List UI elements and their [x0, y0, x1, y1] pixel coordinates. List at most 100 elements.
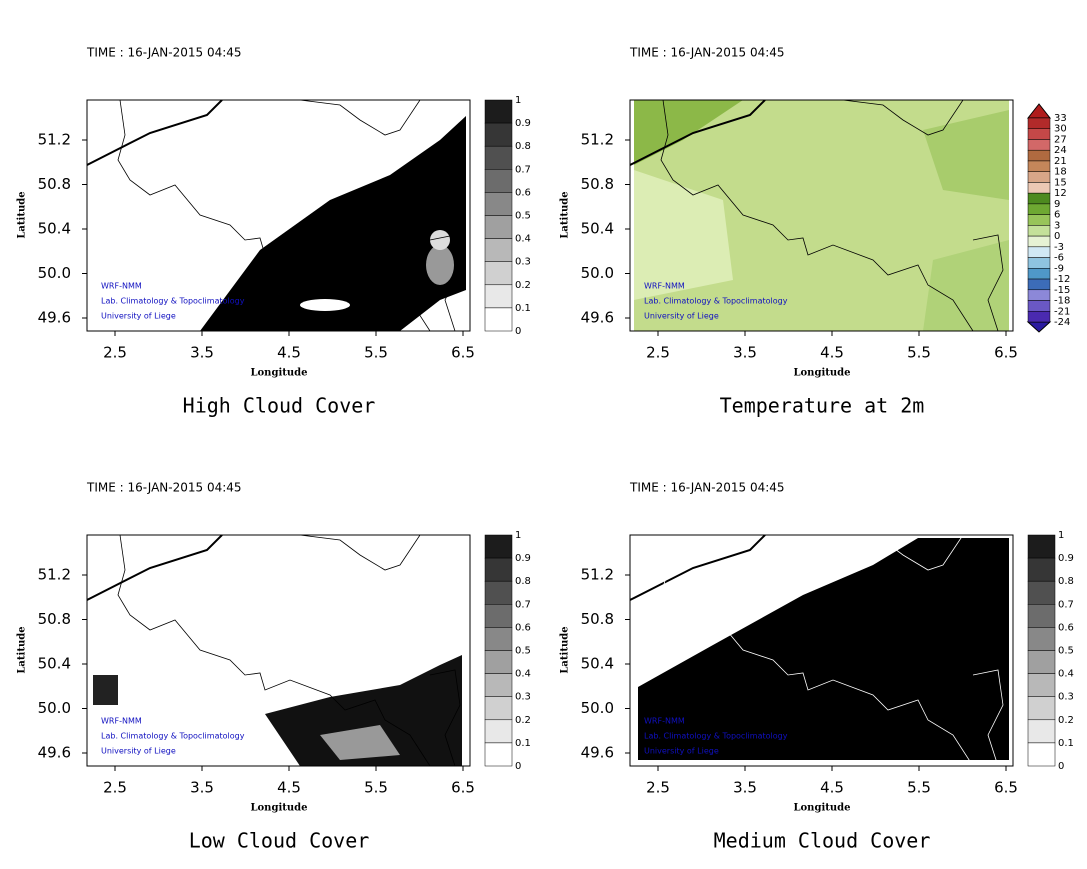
colorbar-box [484, 261, 513, 286]
y-tick-label: 51.2 [38, 566, 71, 584]
panel-title: High Cloud Cover [183, 394, 376, 418]
colorbar-label: 12 [1054, 188, 1067, 199]
credit: WRF-NMM [101, 717, 142, 726]
y-tick-label: 49.6 [38, 744, 71, 762]
temperature-field [923, 240, 1009, 331]
colorbar-box [484, 719, 513, 744]
colorbar-label: 0 [1058, 761, 1064, 772]
y-axis-label: Latitude [560, 191, 571, 238]
colorbar-label: 0.4 [515, 669, 531, 680]
colorbar-label: 21 [1054, 156, 1067, 167]
colorbar-label: 0 [515, 326, 521, 337]
credit: WRF-NMM [644, 282, 685, 291]
colorbar-box [1027, 557, 1056, 582]
colorbar-box [1027, 160, 1051, 172]
colorbar-box [1027, 139, 1051, 151]
credit: WRF-NMM [101, 282, 142, 291]
colorbar-label: 0.6 [515, 187, 531, 198]
colorbar-label: 0.4 [515, 234, 531, 245]
x-axis-label: Longitude [793, 803, 850, 814]
colorbar-box [484, 627, 513, 651]
map [87, 535, 462, 766]
coastline [87, 535, 223, 601]
colorbar-box [484, 742, 513, 767]
coastline [87, 100, 223, 166]
colorbar-label: 15 [1054, 177, 1067, 188]
x-tick-label: 2.5 [103, 344, 127, 362]
plot-frame [86, 534, 471, 767]
y-tick-label: 50.4 [581, 220, 614, 238]
credit: Lab. Climatology & Topoclimatology [644, 297, 788, 306]
credit: University of Liege [644, 312, 719, 321]
cloud-field [93, 675, 118, 705]
x-tick-label: 3.5 [733, 344, 757, 362]
border [660, 535, 974, 766]
x-tick-label: 4.5 [277, 779, 301, 797]
colorbar-label: -24 [1054, 317, 1070, 328]
colorbar-box [1027, 627, 1056, 651]
y-tick-label: 50.4 [38, 655, 71, 673]
colorbar-box [1027, 257, 1051, 269]
colorbar-label: 0.5 [515, 646, 531, 657]
plot-frame [629, 99, 1014, 332]
colorbar-arrow [1026, 321, 1052, 333]
x-tick-label: 2.5 [646, 344, 670, 362]
colorbar-box [1027, 742, 1056, 767]
border [117, 535, 431, 766]
colorbar-label: 0.1 [515, 303, 531, 314]
colorbar-label: 9 [1054, 199, 1060, 210]
y-tick-label: 51.2 [38, 131, 71, 149]
colorbar-label: 18 [1054, 167, 1067, 178]
x-tick-label: 2.5 [103, 779, 127, 797]
colorbar-box [484, 122, 513, 147]
colorbar-box [1027, 300, 1051, 312]
colorbar-box [484, 215, 513, 239]
colorbar-label: 0.1 [1058, 738, 1074, 749]
y-axis-label: Latitude [560, 626, 571, 673]
y-axis-label: Latitude [17, 626, 28, 673]
y-tick-label: 49.6 [581, 744, 614, 762]
colorbar-box [1027, 580, 1056, 605]
colorbar-label: -21 [1054, 306, 1070, 317]
x-tick-label: 5.5 [364, 344, 388, 362]
x-tick-label: 6.5 [451, 344, 475, 362]
map [630, 100, 1009, 331]
colorbar-box [484, 696, 513, 721]
y-tick-label: 49.6 [38, 309, 71, 327]
colorbar-box [1027, 214, 1051, 226]
x-tick-label: 5.5 [364, 779, 388, 797]
credit: Lab. Climatology & Topoclimatology [644, 732, 788, 741]
colorbar-label: 0.7 [515, 164, 531, 175]
colorbar-label: 30 [1054, 124, 1067, 135]
colorbar-box [1027, 235, 1051, 248]
cloud-gap [430, 230, 450, 250]
colorbar-label: 0.7 [515, 599, 531, 610]
border [842, 100, 964, 136]
colorbar-label: 0.6 [1058, 622, 1074, 633]
border [429, 234, 461, 331]
x-axis-label: Longitude [793, 368, 850, 379]
colorbar-box [1027, 534, 1056, 559]
cloud-field [265, 655, 462, 766]
credit: University of Liege [101, 747, 176, 756]
colorbar-label: 0.9 [515, 553, 531, 564]
colorbar-box [1027, 604, 1056, 628]
colorbar-box [1027, 246, 1051, 258]
colorbar-box [1027, 149, 1051, 162]
credit: Lab. Climatology & Topoclimatology [101, 297, 245, 306]
border [842, 535, 964, 571]
colorbar-label: 0.4 [1058, 669, 1074, 680]
map [630, 535, 1009, 766]
cloud-gap [426, 245, 454, 285]
colorbar-box [1027, 289, 1051, 301]
colorbar-label: -12 [1054, 274, 1070, 285]
colorbar-label: -18 [1054, 296, 1070, 307]
credit: WRF-NMM [644, 717, 685, 726]
map [87, 100, 466, 331]
time-label: TIME : 16-JAN-2015 04:45 [629, 481, 785, 495]
colorbar-box [1027, 117, 1051, 129]
colorbar-box [484, 673, 513, 697]
colorbar-box [1027, 171, 1051, 183]
panel: TIME : 16-JAN-2015 04:45 2.5 3.5 4.5 5.5 6.5 5… [17, 481, 531, 853]
colorbar-label: 0.3 [515, 257, 531, 268]
